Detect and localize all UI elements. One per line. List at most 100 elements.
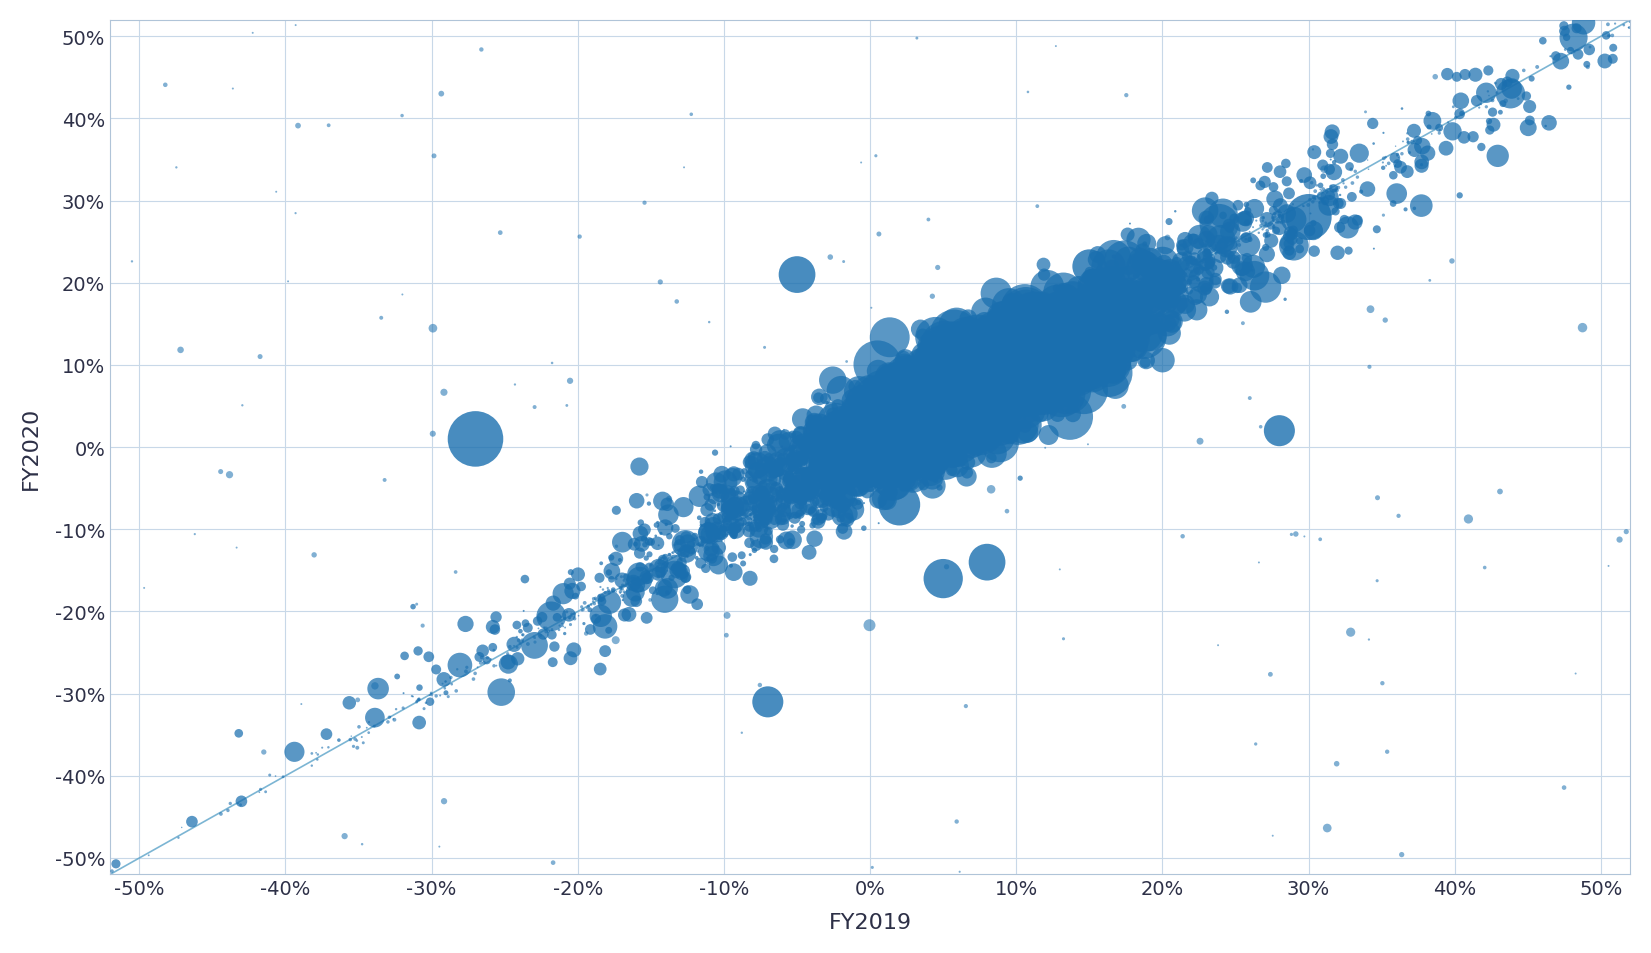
Point [951,385,977,400]
Point [736,517,763,533]
Point [1227,264,1253,279]
Point [403,597,429,612]
Point [1405,133,1431,149]
Point [857,439,883,455]
Point [1180,251,1207,266]
Point [926,427,953,442]
Point [822,441,849,456]
Point [855,412,882,427]
Point [819,417,845,433]
Point [1131,327,1157,342]
Point [890,436,916,451]
Point [1078,335,1105,351]
Point [963,385,989,400]
Point [944,419,971,435]
Point [821,422,847,437]
Point [1065,281,1091,296]
Point [873,494,900,509]
Point [987,355,1014,371]
Point [697,315,723,331]
Point [849,417,875,433]
Point [971,386,997,401]
Point [887,393,913,408]
Point [692,561,718,577]
Point [878,443,905,458]
Point [847,483,873,498]
Point [905,406,931,421]
Point [773,460,799,476]
Point [799,459,826,475]
Point [994,372,1020,387]
Point [806,443,832,458]
Point [1090,314,1116,329]
Point [941,327,967,342]
Point [588,609,614,624]
Point [1065,317,1091,333]
Point [1141,324,1167,339]
Point [809,469,835,484]
Point [905,416,931,431]
Point [726,504,753,519]
Point [845,420,872,436]
Point [870,429,896,444]
Point [849,405,875,420]
Point [1022,341,1048,356]
Point [1098,286,1124,301]
Point [923,439,949,455]
Point [736,473,763,488]
Point [840,502,867,517]
Point [1029,314,1055,329]
Point [528,610,555,625]
Point [769,506,796,521]
Point [844,439,870,455]
Point [840,470,867,485]
Point [867,431,893,446]
Point [1080,296,1106,312]
Point [878,436,905,451]
Point [391,649,418,664]
Point [1265,213,1291,229]
Point [878,436,905,452]
Point [631,574,657,589]
Point [1499,70,1526,85]
Point [710,528,736,543]
Point [928,384,954,399]
Point [926,414,953,429]
Point [829,453,855,468]
Point [849,434,875,449]
Point [969,385,996,400]
Point [946,864,972,880]
Point [220,82,246,97]
Point [1085,248,1111,263]
Point [903,416,930,431]
Point [1232,265,1258,280]
Point [967,372,994,387]
Point [1138,294,1164,309]
Point [844,452,870,467]
Point [1027,329,1053,344]
Point [1083,312,1109,327]
Point [840,394,867,409]
Point [859,436,885,452]
Point [865,516,892,531]
Point [1542,50,1568,65]
Point [1133,283,1159,298]
Point [773,493,799,508]
Point [946,357,972,373]
Point [1090,313,1116,328]
Point [779,461,806,476]
Point [627,526,654,541]
Point [903,418,930,434]
Point [792,446,819,461]
Point [816,462,842,477]
Point [771,495,797,510]
Point [652,592,679,607]
Point [883,436,910,451]
Point [797,476,824,492]
Point [928,396,954,412]
Point [921,399,948,415]
Point [670,500,697,516]
Point [1060,407,1086,422]
Point [599,564,626,579]
Point [1225,198,1251,213]
